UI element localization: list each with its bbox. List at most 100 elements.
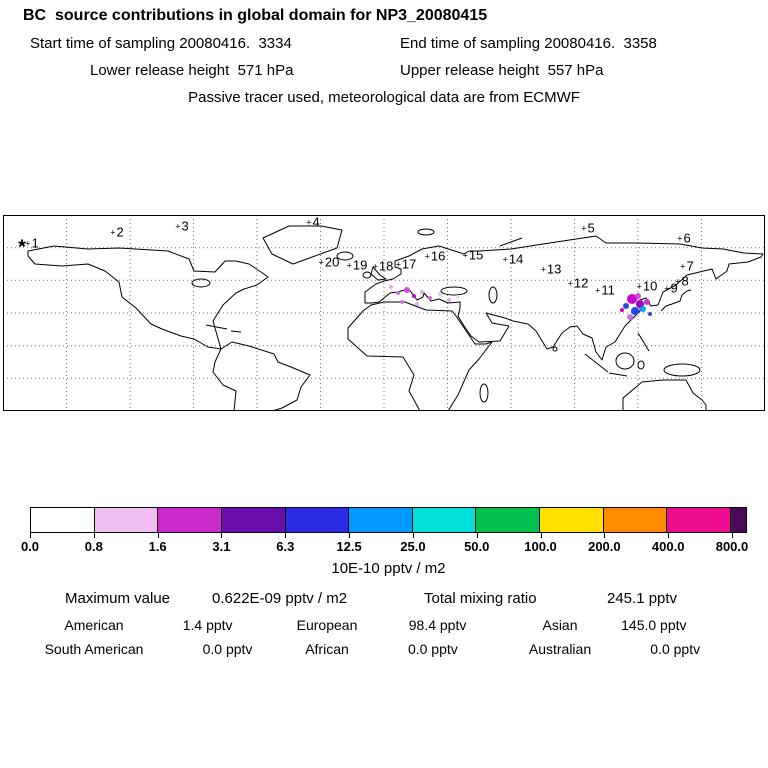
- station-marker-18: +18: [373, 260, 394, 273]
- colorbar-segment: [94, 508, 159, 532]
- contribution-pair: Australian 0.0 pptv: [498, 641, 731, 657]
- station-marker-2: +2: [110, 226, 124, 239]
- station-cross-icon: +: [110, 227, 116, 238]
- map-grid: [3, 215, 765, 411]
- contribution-pair: African 0.0 pptv: [265, 641, 498, 657]
- station-number: 13: [546, 261, 562, 277]
- station-cross-icon: +: [675, 276, 681, 287]
- colorbar-tick-mark: [30, 533, 31, 538]
- contribution-cell: [620, 308, 624, 312]
- contribution-cell: [438, 292, 442, 296]
- colorbar-segment: [285, 508, 350, 532]
- end-time-text: End time of sampling 20080416. 3358: [400, 35, 657, 52]
- contribution-label: European: [296, 617, 358, 633]
- contribution-value: 1.4 pptv: [182, 617, 233, 633]
- caspian-sea: [488, 286, 498, 304]
- contribution-cell: [623, 303, 629, 309]
- total-mixing-ratio-value: 245.1 pptv: [607, 590, 678, 607]
- station-cross-icon: +: [346, 260, 352, 271]
- stats-row-continents-1: American 1.4 pptv European 98.4 pptv Asian 14…: [32, 617, 736, 633]
- contribution-cell: [396, 291, 400, 295]
- station-marker-16: +16: [425, 250, 446, 263]
- colorbar-tick-mark: [93, 533, 95, 538]
- contribution-cell: [389, 285, 393, 289]
- colorbar-tick-label: 3.1: [212, 539, 231, 554]
- contribution-label: Australian: [528, 641, 592, 657]
- contribution-cell: [627, 314, 633, 320]
- colorbar-segment: [31, 508, 95, 532]
- colorbar-tick-label: 200.0: [588, 539, 621, 554]
- station-cross-icon: +: [680, 261, 686, 272]
- total-mixing-ratio-label: Total mixing ratio: [424, 590, 537, 607]
- start-time-text: Start time of sampling 20080416. 3334: [30, 35, 292, 52]
- station-cross-icon: +: [664, 283, 670, 294]
- station-number: 12: [573, 275, 589, 291]
- colorbar-segment: [412, 508, 477, 532]
- colorbar-segment: [603, 508, 668, 532]
- contribution-cell: [456, 295, 460, 299]
- coast-sumatra: [584, 353, 609, 373]
- station-number: 17: [401, 256, 417, 272]
- coast-new-guinea: [663, 363, 701, 377]
- station-cross-icon: +: [636, 281, 642, 292]
- contribution-pair: South American 0.0 pptv: [32, 641, 265, 657]
- contribution-cell: [636, 300, 644, 308]
- contribution-cell: [447, 298, 451, 302]
- colorbar-segment: [476, 508, 541, 532]
- black-sea: [440, 286, 468, 296]
- station-number: 19: [352, 257, 368, 273]
- contribution-cell: [415, 302, 419, 306]
- station-number: 11: [601, 282, 615, 298]
- station-cross-icon: +: [318, 257, 324, 268]
- coast-africa: [347, 301, 493, 411]
- coast-britain: [370, 266, 387, 281]
- coast-hispaniola: [230, 330, 242, 333]
- colorbar-tick-label: 12.5: [336, 539, 362, 554]
- colorbar-tick-label: 800.0: [715, 539, 749, 554]
- contribution-label: African: [305, 641, 349, 657]
- station-marker-9: +9: [664, 282, 678, 295]
- coast-cuba: [205, 324, 228, 330]
- station-marker-12: +12: [568, 277, 589, 290]
- station-number: 1: [31, 235, 39, 251]
- station-marker-11: +11: [595, 284, 615, 297]
- station-marker-4: +4: [306, 216, 320, 229]
- coast-japan: [660, 289, 692, 312]
- station-cross-icon: +: [25, 238, 31, 249]
- station-number: 18: [378, 258, 394, 274]
- colorbar-tick-mark: [221, 533, 223, 538]
- station-number: 6: [683, 230, 691, 246]
- coast-borneo: [615, 352, 635, 370]
- station-marker-20: +20: [319, 256, 340, 269]
- station-cross-icon: +: [677, 233, 683, 244]
- contribution-label: American: [64, 617, 124, 633]
- colorbar: [30, 507, 747, 533]
- contribution-value: 0.0 pptv: [202, 641, 253, 657]
- station-marker-13: +13: [541, 263, 562, 276]
- contribution-label: Asian: [542, 617, 578, 633]
- station-marker-10: +10: [637, 280, 658, 293]
- coast-eurasia: [364, 235, 764, 361]
- colorbar-tick-mark: [349, 533, 351, 538]
- colorbar-tick-mark: [604, 533, 606, 538]
- contribution-pair: Asian 145.0 pptv: [498, 617, 731, 633]
- station-number: 20: [324, 254, 340, 270]
- colorbar-tick-mark: [157, 533, 159, 538]
- contribution-value: 145.0 pptv: [621, 617, 687, 633]
- colorbar-tick-label: 50.0: [464, 539, 490, 554]
- station-number: 14: [508, 251, 524, 267]
- contribution-value: 98.4 pptv: [408, 617, 467, 633]
- station-cross-icon: +: [595, 285, 601, 296]
- great-lakes: [191, 278, 211, 288]
- stats-row-continents-2: South American 0.0 pptv African 0.0 pptv Aus…: [32, 641, 736, 657]
- station-number: 15: [468, 247, 484, 263]
- station-marker-19: +19: [347, 259, 368, 272]
- contribution-value: 0.0 pptv: [407, 641, 458, 657]
- station-cross-icon: +: [372, 261, 378, 272]
- contribution-cell: [635, 293, 641, 299]
- station-marker-15: +15: [463, 249, 484, 262]
- contribution-value: 0.0 pptv: [650, 641, 701, 657]
- contribution-cell: [420, 290, 424, 294]
- tracer-note-text: Passive tracer used, meteorological data…: [188, 89, 580, 106]
- station-number: 16: [430, 248, 446, 264]
